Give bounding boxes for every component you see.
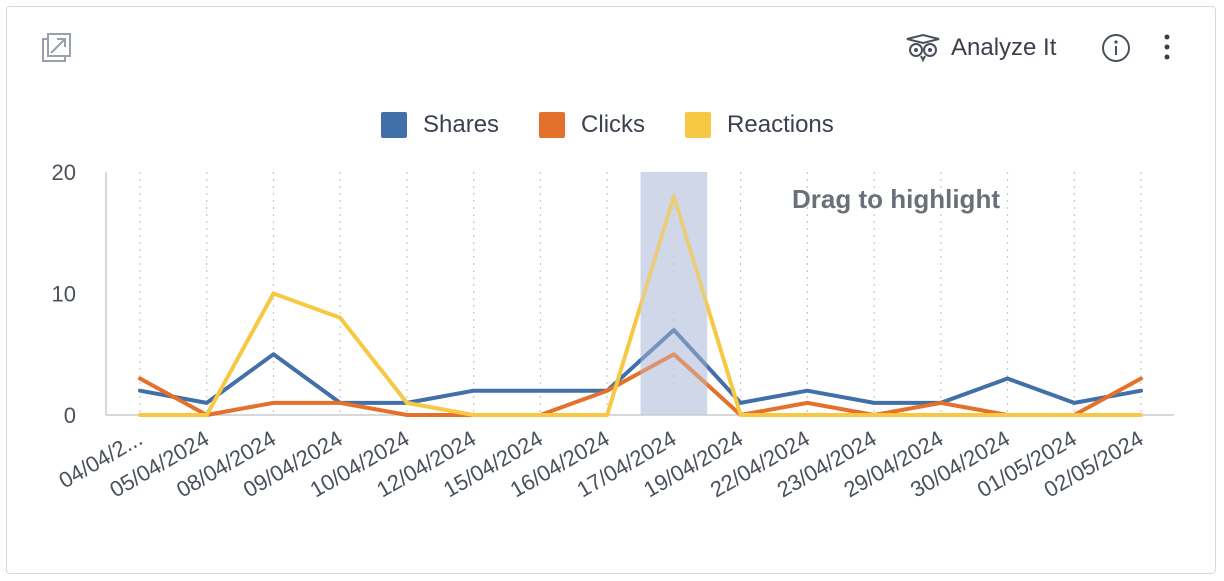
info-button[interactable] <box>1101 33 1131 63</box>
info-icon <box>1102 34 1130 62</box>
series-line-clicks <box>138 352 1143 417</box>
owl-icon <box>906 33 940 63</box>
highlight-overlay <box>640 172 708 415</box>
legend-item-clicks[interactable]: Clicks <box>539 111 645 139</box>
expand-button[interactable] <box>39 31 73 65</box>
legend-swatch-shares <box>381 112 407 138</box>
legend-swatch-clicks <box>539 112 566 138</box>
legend-swatch-reactions <box>685 112 712 138</box>
series-line-reactions <box>138 194 1143 417</box>
legend-item-reactions[interactable]: Reactions <box>685 111 834 139</box>
y-tick-label: 0 <box>64 403 76 428</box>
expand-icon <box>42 33 71 62</box>
analyze-it-button[interactable]: Analyze It <box>903 31 1056 65</box>
legend-label-reactions: Reactions <box>727 111 834 138</box>
more-options-button[interactable] <box>1157 31 1177 65</box>
chart-legend: Shares Clicks Reactions <box>381 111 834 139</box>
legend-label-clicks: Clicks <box>581 111 646 138</box>
drag-to-highlight-hint: Drag to highlight <box>792 184 1000 214</box>
legend-label-shares: Shares <box>423 111 500 138</box>
legend-item-shares[interactable]: Shares <box>381 111 499 139</box>
y-tick-label: 20 <box>52 160 76 185</box>
y-tick-label: 10 <box>52 282 76 307</box>
chart-card: Analyze It Shares Clicks Reactions <box>6 6 1216 574</box>
more-vertical-icon <box>1164 34 1170 60</box>
series-line-shares <box>138 327 1143 405</box>
analyze-it-label: Analyze It <box>951 34 1057 61</box>
